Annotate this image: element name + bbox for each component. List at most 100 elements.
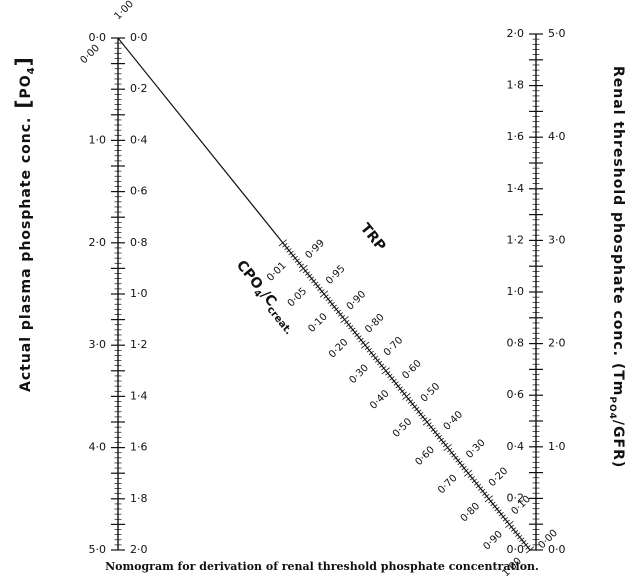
right-scale: 5·0 4·0 3·0 2·0 1·0 0·0 2·0 1·8 1·6 1·4 1·2 1·0 0·8… (507, 27, 566, 556)
diagonal-tick (348, 325, 354, 330)
diagonal-tick (405, 396, 412, 402)
diagonal-tick (505, 520, 514, 528)
cpo4-ratio-label: 0·30 (348, 363, 372, 387)
right-scale-ticks (529, 33, 543, 551)
right-outer-labels: 5·0 4·0 3·0 2·0 1·0 0·0 (548, 27, 566, 556)
diagonal-tick (288, 250, 294, 256)
diagonal-tick (482, 491, 488, 496)
left-inner-label: 1·4 (130, 389, 148, 402)
diagonal-tick (430, 427, 436, 432)
trp-label: 0·80 (363, 312, 387, 336)
diagonal-tick (319, 289, 325, 294)
diagonal-tick (488, 499, 494, 504)
diagonal-tick (523, 542, 529, 548)
trp-title: TRP (357, 220, 389, 254)
diagonal-tick (366, 348, 372, 353)
trp-label: 0·99 (304, 238, 328, 262)
diagonal-tick (517, 535, 523, 540)
diagonal-tick (412, 404, 418, 409)
diagonal-tick (358, 337, 364, 343)
diagonal-tick (387, 373, 393, 379)
diagonal-tick (339, 314, 346, 320)
diagonal-tick (469, 476, 475, 481)
diagonal-tick (451, 453, 457, 458)
cpo4-ratio-label: 0·50 (391, 416, 415, 440)
diagonal-tick (496, 509, 502, 514)
diagonal-tick (329, 302, 335, 307)
right-inner-label: 1·0 (507, 285, 525, 298)
cpo4-title-sub: 4 (251, 288, 263, 299)
diagonal-tick (443, 444, 452, 452)
right-inner-label: 1·4 (507, 182, 525, 195)
trp-labels: 0·990·950·900·800·700·600·500·400·300·20… (304, 238, 534, 518)
left-axis-title-text: Actual plasma phosphate conc. (18, 117, 34, 392)
right-inner-label: 1·6 (507, 130, 525, 143)
top-end-label-upper: 1·00 (112, 0, 136, 22)
right-outer-label: 4·0 (548, 130, 566, 143)
diagonal-tick (395, 383, 401, 389)
left-axis-title: Actual plasma phosphate conc. [PO4] (11, 56, 37, 392)
cpo4-ratio-label: 0·90 (481, 529, 505, 553)
diagonal-tick (360, 340, 366, 345)
diagonal-tick (438, 437, 445, 443)
left-outer-label: 0·0 (89, 31, 107, 44)
trp-label: 0·50 (419, 381, 443, 405)
trp-label: 0·95 (324, 263, 348, 287)
left-inner-label: 0·8 (130, 236, 148, 249)
diagonal-tick (455, 458, 461, 463)
cpo4-ratio-label: 0·80 (459, 501, 483, 525)
diagonal-tick (393, 381, 399, 386)
diagonal-tick (519, 537, 525, 542)
diagonal-tick (331, 304, 337, 309)
left-outer-label: 5·0 (89, 543, 107, 556)
left-title-sub: 4 (26, 66, 37, 74)
diagonal-tick (477, 486, 484, 491)
diagonal-tick (467, 473, 473, 478)
diagonal-tick (409, 401, 416, 407)
diagonal-tick (498, 511, 504, 517)
diagonal-tick (504, 519, 510, 525)
diagonal-tick (521, 540, 527, 545)
cpo4-title-creat: creat. (265, 305, 294, 338)
diagonal-tick (440, 440, 447, 445)
diagonal-tick (490, 501, 496, 507)
diagonal-tick (385, 371, 391, 376)
diagonal-tick (290, 253, 296, 258)
diagonal-tick (381, 367, 390, 375)
diagonal-tick (317, 286, 323, 292)
right-axis-title: Renal threshold phosphate conc. (TmPO4/G… (607, 66, 626, 468)
diagonal-tick (525, 545, 531, 550)
diagonal-tick (377, 360, 383, 366)
cpo4-ratio-label: 0·05 (286, 286, 310, 310)
diagonal-tick (313, 281, 319, 286)
diagonal-tick (473, 481, 480, 486)
diagonal-tick (422, 418, 432, 426)
diagonal-tick (508, 524, 515, 530)
diagonal-tick (325, 296, 331, 302)
left-inner-label: 0·6 (130, 185, 148, 198)
diagonal-tick (354, 332, 360, 338)
trp-label: 0·30 (464, 437, 488, 461)
diagonal-tick (407, 399, 414, 404)
top-end-label-lower: 0·00 (78, 43, 102, 67)
left-inner-label: 2·0 (130, 543, 148, 556)
left-inner-label: 1·6 (130, 441, 148, 454)
diagonal-tick (379, 363, 385, 368)
diagonal-tick (284, 245, 290, 251)
left-inner-label: 0·0 (130, 31, 148, 44)
right-outer-label: 0·0 (548, 543, 566, 556)
left-inner-label: 1·0 (130, 287, 148, 300)
diagonal-tick (436, 435, 442, 440)
diagonal-tick (298, 263, 304, 269)
trp-label: 0·20 (487, 466, 511, 490)
diagonal-tick (434, 432, 440, 437)
right-inner-label: 1·8 (507, 79, 525, 92)
right-inner-labels: 2·0 1·8 1·6 1·4 1·2 1·0 0·8 0·6 0·4 0·2 0·0 (507, 27, 525, 556)
diagonal-tick (453, 455, 459, 461)
right-outer-label: 2·0 (548, 337, 566, 350)
diagonal-tick (374, 358, 381, 363)
diagonal-tick (368, 350, 374, 356)
left-bracket-close: ] (11, 56, 35, 66)
left-outer-label: 4·0 (89, 441, 107, 454)
diagonal-tick (416, 409, 422, 414)
